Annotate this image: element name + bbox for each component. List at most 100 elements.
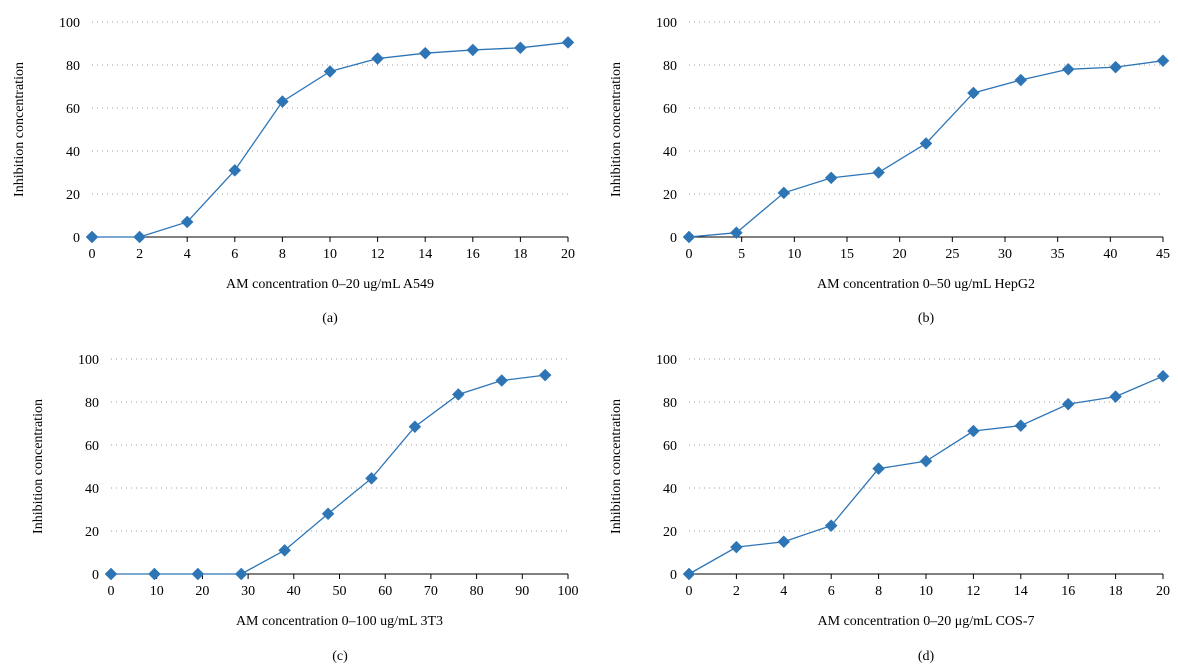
series-line <box>688 375 1164 575</box>
data-point <box>1061 62 1075 76</box>
x-tick-label: 0 <box>686 247 693 262</box>
chart-panel-3: 0 20 40 60 80 100 0 10 20 30 40 50 60 70 80 90 100 AM con… <box>31 353 579 664</box>
series-line <box>111 374 546 575</box>
data-point <box>451 388 465 401</box>
data-point <box>730 540 743 554</box>
x-tick-label: 0 <box>686 584 693 599</box>
y-tick-label: 40 <box>66 145 80 160</box>
data-point <box>1109 60 1122 74</box>
data-point <box>466 43 480 57</box>
data-point <box>919 454 933 468</box>
x-tick-label: 100 <box>558 584 579 599</box>
x-tick-label: 14 <box>1014 584 1028 599</box>
x-tick-label: 80 <box>470 584 484 599</box>
y-axis-title: Inhibition concentration <box>31 399 46 534</box>
y-tick-label: 100 <box>656 353 677 368</box>
data-point <box>872 462 885 476</box>
x-tick-label: 90 <box>515 584 529 599</box>
panel-label: (b) <box>918 311 935 326</box>
y-tick-label: 80 <box>85 396 99 411</box>
data-point <box>824 519 838 532</box>
y-tick-label: 20 <box>663 188 677 203</box>
chart-panel-2: 0 20 40 60 80 100 0 5 10 15 20 25 30 35 40 45 AM concent… <box>609 16 1170 326</box>
x-tick-label: 12 <box>966 584 980 599</box>
y-tick-label: 60 <box>663 102 677 117</box>
panel-label: (d) <box>918 649 935 664</box>
y-axis-title: Inhibition concentration <box>12 62 27 197</box>
x-axis-title: AM concentration 0–20 μg/mL COS-7 <box>818 614 1035 629</box>
y-tick-label: 0 <box>670 231 677 246</box>
x-axis-title: AM concentration 0–20 ug/mL A549 <box>226 277 434 292</box>
x-tick-label: 30 <box>998 247 1012 262</box>
data-point <box>682 230 696 244</box>
x-tick-label: 70 <box>424 584 438 599</box>
x-tick-label: 30 <box>241 584 255 599</box>
x-tick-label: 2 <box>733 584 740 599</box>
data-point <box>919 137 933 150</box>
y-tick-label: 40 <box>663 482 677 497</box>
y-tick-label: 0 <box>670 568 677 583</box>
y-tick-label: 80 <box>66 59 80 74</box>
data-point <box>1156 369 1170 383</box>
x-tick-label: 5 <box>738 247 745 262</box>
data-point <box>276 95 289 108</box>
y-tick-label: 60 <box>663 439 677 454</box>
data-point <box>228 163 242 177</box>
x-tick-label: 14 <box>418 247 432 262</box>
data-point <box>133 230 146 244</box>
x-tick-label: 6 <box>828 584 835 599</box>
data-point <box>538 368 552 382</box>
x-tick-label: 8 <box>875 584 882 599</box>
data-point <box>418 46 432 60</box>
x-tick-label: 0 <box>108 584 115 599</box>
x-tick-label: 20 <box>561 247 575 262</box>
data-point <box>682 567 696 581</box>
x-tick-label: 4 <box>780 584 787 599</box>
y-tick-label: 60 <box>85 439 99 454</box>
x-tick-label: 35 <box>1051 247 1065 262</box>
y-tick-label: 100 <box>656 16 677 31</box>
x-axis-title: AM concentration 0–50 ug/mL HepG2 <box>817 277 1035 292</box>
data-point <box>191 567 205 581</box>
data-point <box>1014 73 1028 87</box>
data-point <box>1061 397 1075 411</box>
x-tick-label: 10 <box>787 247 801 262</box>
x-tick-label: 0 <box>89 247 96 262</box>
y-tick-label: 0 <box>73 231 80 246</box>
panel-label: (c) <box>332 649 348 664</box>
x-tick-label: 18 <box>513 247 527 262</box>
data-point <box>514 41 527 55</box>
chart-panel-4: 0 20 40 60 80 100 0 2 4 6 8 10 12 14 16 18 20 AM concentr… <box>609 353 1170 664</box>
y-tick-label: 80 <box>663 59 677 74</box>
x-tick-label: 16 <box>1061 584 1075 599</box>
x-tick-label: 10 <box>323 247 337 262</box>
data-point <box>85 230 99 244</box>
x-tick-label: 16 <box>466 247 480 262</box>
data-point <box>967 424 980 438</box>
x-tick-label: 12 <box>371 247 385 262</box>
x-axis-title: AM concentration 0–100 ug/mL 3T3 <box>236 614 443 629</box>
panel-label: (a) <box>322 311 338 326</box>
x-tick-label: 4 <box>184 247 191 262</box>
data-point <box>408 420 422 434</box>
data-point <box>1014 419 1028 433</box>
data-point <box>148 567 161 581</box>
y-tick-label: 20 <box>66 188 80 203</box>
x-tick-label: 10 <box>919 584 933 599</box>
chart-panel-1: 0 20 40 60 80 100 0 2 4 6 8 10 12 14 16 18 20 AM concentr… <box>12 16 575 326</box>
x-tick-label: 15 <box>840 247 854 262</box>
x-tick-label: 50 <box>333 584 347 599</box>
x-tick-label: 10 <box>150 584 164 599</box>
data-point <box>321 507 335 521</box>
data-point <box>1156 54 1170 68</box>
y-tick-label: 40 <box>85 482 99 497</box>
data-point <box>180 215 194 229</box>
x-tick-label: 20 <box>893 247 907 262</box>
x-tick-label: 6 <box>231 247 238 262</box>
data-point <box>104 567 118 581</box>
x-tick-label: 60 <box>378 584 392 599</box>
data-point <box>495 374 509 387</box>
y-tick-label: 0 <box>92 568 99 583</box>
x-tick-label: 18 <box>1109 584 1123 599</box>
